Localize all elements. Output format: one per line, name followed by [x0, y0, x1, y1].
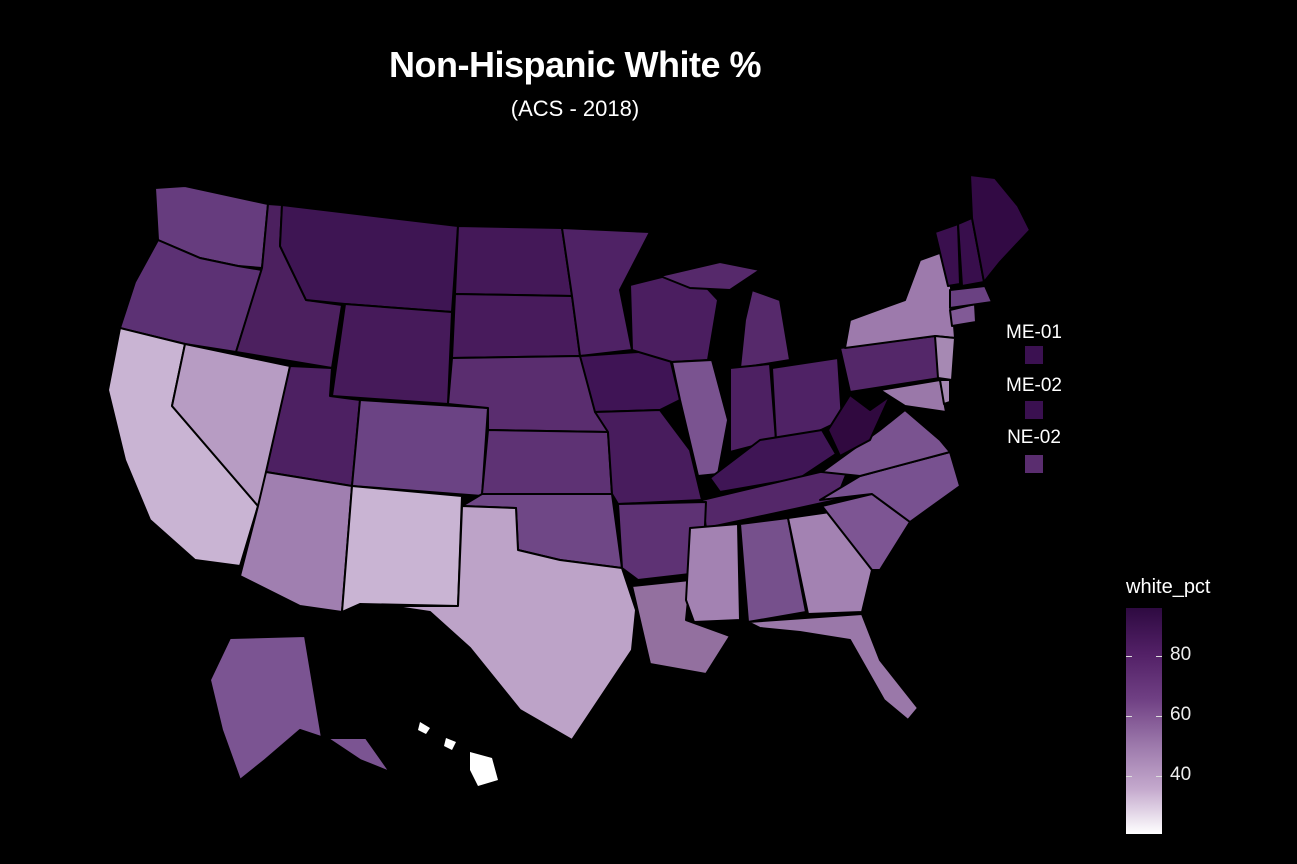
state-maine	[969, 174, 1031, 283]
state-georgia	[787, 511, 873, 615]
district-me-02-label: ME-02	[1006, 375, 1062, 396]
state-massachusetts	[949, 285, 993, 309]
district-ne-02-label: NE-02	[1007, 427, 1061, 448]
state-wyoming	[331, 303, 453, 405]
state-maryland	[879, 379, 947, 413]
state-delaware	[939, 379, 951, 405]
district-ne-02-swatch	[1025, 455, 1043, 473]
map-subtitle: (ACS - 2018)	[510, 96, 640, 121]
state-hawaii	[418, 722, 498, 786]
state-kansas	[481, 429, 613, 495]
state-north-dakota	[454, 225, 573, 297]
state-missouri	[594, 409, 703, 505]
state-vermont	[934, 223, 961, 287]
state-montana	[279, 204, 459, 313]
state-kentucky	[709, 429, 837, 493]
state-michigan	[739, 289, 791, 369]
state-new-york	[844, 249, 956, 349]
legend-colorbar	[1126, 608, 1162, 834]
district-me-02-swatch	[1025, 401, 1043, 419]
district-me-01-label: ME-01	[1006, 322, 1062, 343]
district-me-01-swatch	[1025, 346, 1043, 364]
state-virginia	[821, 409, 951, 477]
state-florida	[747, 613, 919, 721]
state-new-mexico	[341, 485, 463, 613]
map-title: Non-Hispanic White %	[388, 44, 762, 85]
legend-title: white_pct	[1126, 576, 1211, 598]
state-colorado	[351, 399, 489, 497]
state-texas	[389, 505, 637, 741]
legend-tick-label-60: 60	[1170, 704, 1192, 725]
state-south-dakota	[451, 293, 581, 359]
legend-tick-label-40: 40	[1170, 764, 1192, 785]
state-michigan-up	[659, 261, 761, 291]
state-south-carolina	[821, 493, 911, 571]
state-alabama	[739, 517, 807, 623]
legend-tick-label-80: 80	[1170, 644, 1192, 665]
state-mississippi	[685, 523, 741, 623]
color-legend: white_pct 80 60 40	[1118, 572, 1278, 842]
state-new-jersey	[934, 335, 956, 381]
state-alaska	[204, 635, 391, 809]
